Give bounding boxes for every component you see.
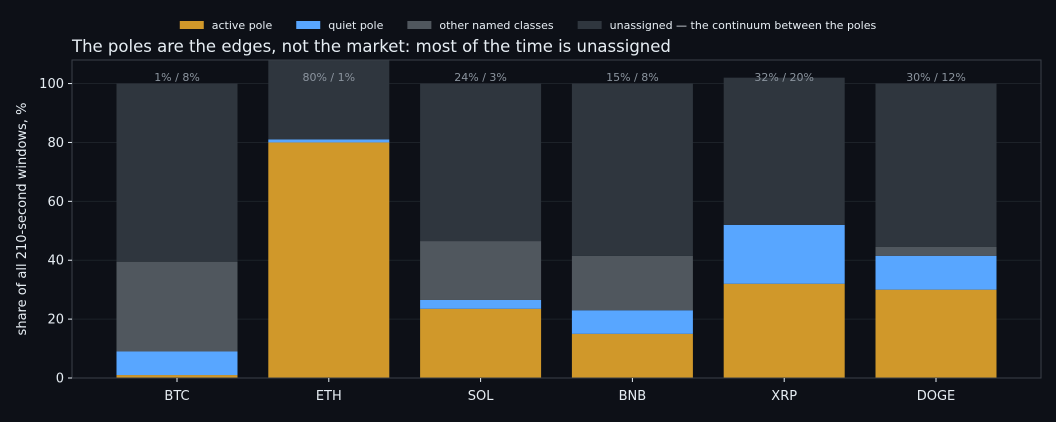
- y-axis: 0 20 40 60 80 100: [39, 77, 72, 387]
- plot-border: [71, 59, 1042, 379]
- y-axis-label: share of all 210-second windows, %: [15, 103, 30, 336]
- bar-btc-series-2: [116, 261, 238, 352]
- bars: [116, 60, 997, 378]
- bar-doge-series-0: [875, 289, 997, 378]
- legend-swatch-0: [179, 21, 204, 29]
- y-tick-label-4: 80: [47, 136, 64, 151]
- bar-annotation-sol: 24% / 3%: [454, 71, 507, 84]
- bar-btc-series-1: [116, 351, 238, 376]
- bar-annotations: 1% / 8% 80% / 1% 24% / 3% 15% / 8% 32% / 20%…: [154, 71, 966, 84]
- bar-sol-series-2: [420, 241, 542, 300]
- legend-swatch-2: [407, 21, 432, 29]
- bar-sol-series-1: [420, 299, 542, 309]
- plot-frame: [71, 59, 1042, 379]
- bar-xrp-series-0: [723, 283, 845, 378]
- legend: active pole quiet pole other named classes…: [179, 19, 877, 32]
- y-tick-label-5: 100: [39, 77, 64, 92]
- bar-xrp-series-1: [723, 224, 845, 284]
- bar-btc-series-0: [116, 375, 238, 378]
- legend-label-1: quiet pole: [328, 19, 383, 32]
- bar-sol-series-3: [420, 83, 542, 242]
- bar-annotation-doge: 30% / 12%: [906, 71, 966, 84]
- x-tick-label-doge: DOGE: [917, 389, 956, 404]
- legend-swatch-1: [296, 21, 321, 29]
- bar-annotation-btc: 1% / 8%: [154, 71, 200, 84]
- x-axis: BTC ETH SOL BNB XRP DOGE: [164, 378, 955, 404]
- bar-doge-series-3: [875, 83, 997, 247]
- bar-eth-series-1: [268, 139, 390, 143]
- x-tick-label-eth: ETH: [316, 389, 342, 404]
- bar-doge-series-2: [875, 246, 997, 256]
- x-tick-label-xrp: XRP: [771, 389, 797, 404]
- legend-label-2: other named classes: [439, 19, 554, 32]
- x-tick-label-sol: SOL: [468, 389, 494, 404]
- legend-swatch-3: [577, 21, 602, 29]
- bar-eth-series-0: [268, 142, 390, 378]
- y-tick-label-1: 20: [47, 313, 64, 328]
- chart-title: The poles are the edges, not the market:…: [71, 37, 671, 56]
- bar-annotation-eth: 80% / 1%: [302, 71, 355, 84]
- x-tick-label-btc: BTC: [164, 389, 189, 404]
- bar-bnb-series-2: [571, 255, 693, 311]
- legend-label-0: active pole: [212, 19, 273, 32]
- x-tick-label-bnb: BNB: [619, 389, 647, 404]
- bar-btc-series-3: [116, 83, 238, 262]
- bar-annotation-bnb: 15% / 8%: [606, 71, 659, 84]
- bar-eth-series-3: [268, 60, 390, 140]
- bar-sol-series-0: [420, 308, 542, 378]
- y-tick-label-0: 0: [56, 372, 64, 387]
- y-tick-label-2: 40: [47, 254, 64, 269]
- bar-bnb-series-0: [571, 333, 693, 378]
- legend-label-3: unassigned — the continuum between the p…: [610, 19, 877, 32]
- bar-bnb-series-1: [571, 310, 693, 334]
- bar-xrp-series-3: [723, 77, 845, 225]
- bar-doge-series-1: [875, 255, 997, 290]
- y-tick-label-3: 60: [47, 195, 64, 210]
- bar-annotation-xrp: 32% / 20%: [754, 71, 814, 84]
- bar-bnb-series-3: [571, 83, 693, 256]
